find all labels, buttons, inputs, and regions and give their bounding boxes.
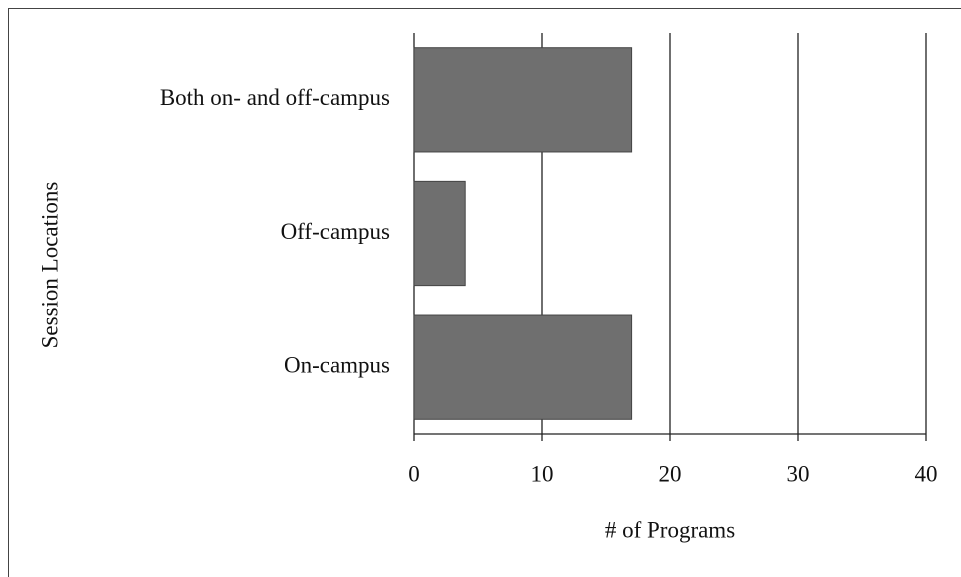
y-tick-label: Off-campus xyxy=(281,219,390,244)
x-tick-label: 40 xyxy=(915,461,938,486)
x-tick-label: 30 xyxy=(787,461,810,486)
frame xyxy=(8,8,961,577)
x-tick-label: 0 xyxy=(408,461,420,486)
bar xyxy=(413,47,633,153)
bar xyxy=(413,180,466,287)
x-tick-label: 10 xyxy=(531,461,554,486)
bar xyxy=(413,314,633,420)
y-tick-label: Both on- and off-campus xyxy=(160,85,390,110)
y-tick-label: On-campus xyxy=(284,352,390,377)
x-axis-label: # of Programs xyxy=(605,517,735,542)
y-axis-label: Session Locations xyxy=(37,182,62,349)
x-tick-label: 20 xyxy=(659,461,682,486)
